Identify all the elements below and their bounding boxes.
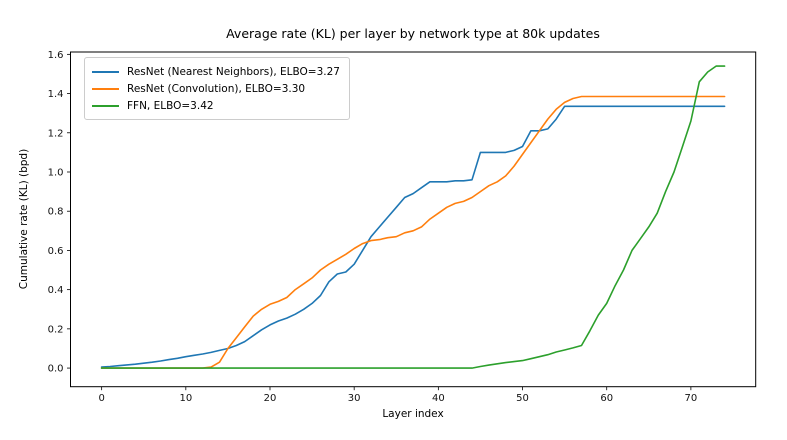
legend-line-swatch-blue	[92, 70, 119, 73]
y-tick-label: 0.6	[48, 246, 64, 257]
legend-line-swatch-orange	[92, 87, 119, 90]
y-tick-label: 0.0	[48, 364, 64, 375]
y-tick-label: 0.4	[48, 285, 64, 296]
plot-frame	[70, 51, 757, 388]
x-tick-label: 60	[600, 393, 613, 404]
x-tick-label: 30	[348, 393, 361, 404]
y-tick-label: 1.6	[48, 50, 64, 61]
y-tick-label: 1.0	[48, 167, 64, 178]
y-tick-label: 1.4	[48, 89, 64, 100]
legend-label: ResNet (Nearest Neighbors), ELBO=3.27	[127, 65, 340, 78]
y-tick-label: 1.2	[48, 128, 64, 139]
line-resnet-nearest-neighbors	[100, 105, 726, 368]
chart-title: Average rate (KL) per layer by network t…	[226, 26, 600, 41]
y-tick-label: 0.2	[48, 324, 64, 335]
line-ffn	[100, 65, 726, 369]
x-axis: 0 10 20 30 40 50 60 70	[98, 386, 698, 404]
x-axis-label: Layer index	[382, 408, 444, 420]
x-tick-label: 0	[98, 393, 104, 404]
legend-label: FFN, ELBO=3.42	[127, 99, 214, 112]
legend-line-swatch-green	[92, 104, 119, 107]
x-tick-label: 20	[264, 393, 277, 404]
x-tick-label: 70	[685, 393, 698, 404]
x-tick-label: 50	[516, 393, 529, 404]
y-axis-label: Cumulative rate (KL) (bpd)	[18, 148, 30, 290]
legend-item-ffn: FFN, ELBO=3.42	[92, 97, 340, 114]
y-axis: 0.0 0.2 0.4 0.6 0.8 1.0 1.2 1.4 1.6	[48, 50, 71, 375]
legend-item-resnet-nearest-neighbors: ResNet (Nearest Neighbors), ELBO=3.27	[92, 63, 340, 80]
line-resnet-convolution	[100, 95, 726, 369]
x-tick-label: 10	[179, 393, 192, 404]
y-tick-label: 0.8	[48, 207, 64, 218]
legend-item-resnet-convolution: ResNet (Convolution), ELBO=3.30	[92, 80, 340, 97]
x-tick-label: 40	[432, 393, 445, 404]
legend-label: ResNet (Convolution), ELBO=3.30	[127, 82, 306, 95]
legend: ResNet (Nearest Neighbors), ELBO=3.27 Re…	[84, 57, 350, 120]
